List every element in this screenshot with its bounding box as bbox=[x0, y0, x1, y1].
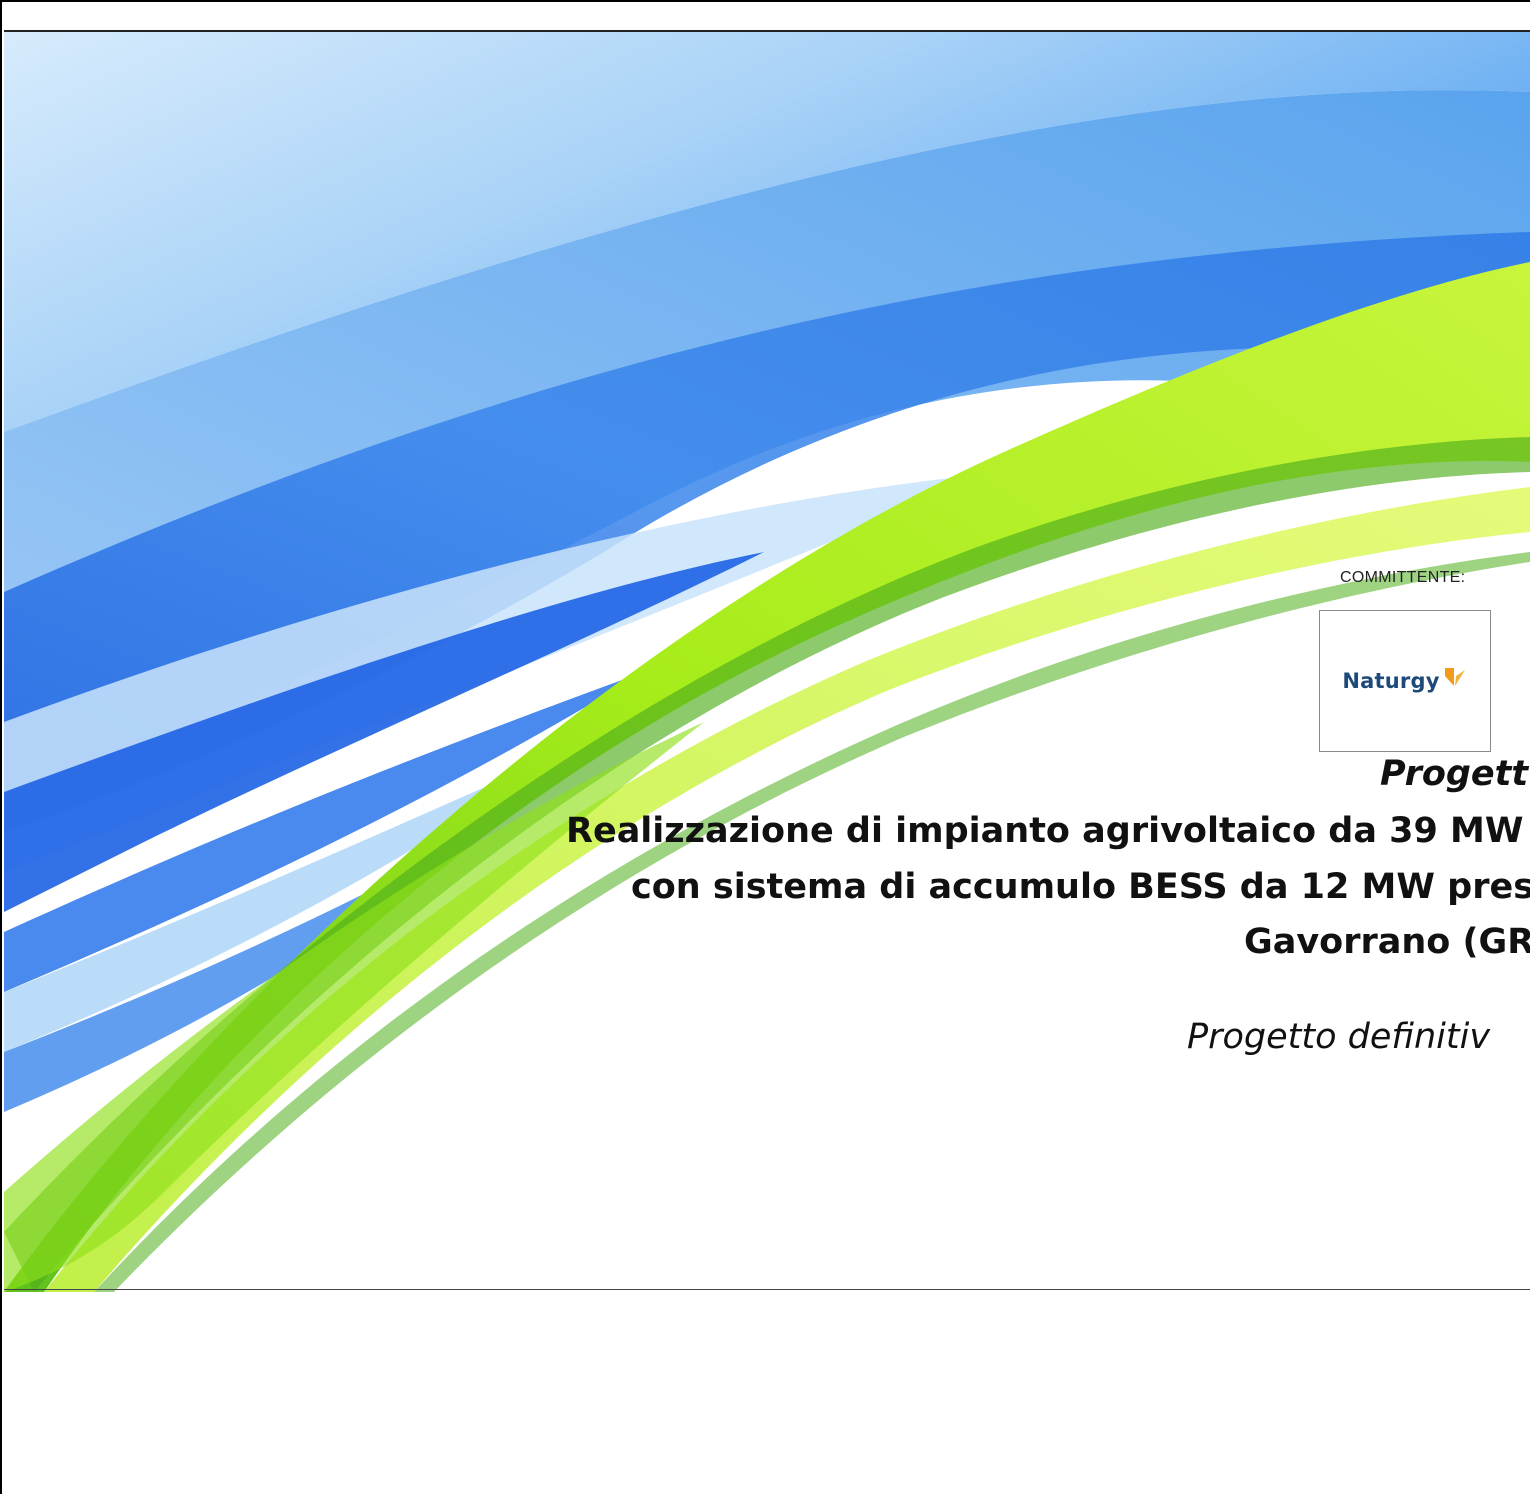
title-heading: Progett bbox=[1380, 754, 1529, 794]
title-line-1: Realizzazione di impianto agrivoltaico d… bbox=[566, 811, 1524, 851]
swoosh-graphic bbox=[4, 32, 1530, 1292]
committente-label: COMMITTENTE: bbox=[1340, 569, 1466, 586]
subtitle: Progetto definitiv bbox=[1187, 1017, 1491, 1057]
naturgy-logo: Naturgy bbox=[1342, 668, 1467, 693]
cover-page: COMMITTENTE: Naturgy Progett Realizzazio… bbox=[4, 30, 1530, 1292]
cover-bottom-rule bbox=[4, 1289, 1530, 1290]
title-line-3: Gavorrano (GR bbox=[1244, 922, 1530, 962]
naturgy-butterfly-icon bbox=[1444, 668, 1465, 686]
logo-wordmark: Naturgy bbox=[1342, 669, 1440, 693]
client-logo-box: Naturgy bbox=[1319, 610, 1491, 752]
title-line-2: con sistema di accumulo BESS da 12 MW pr… bbox=[631, 867, 1530, 907]
